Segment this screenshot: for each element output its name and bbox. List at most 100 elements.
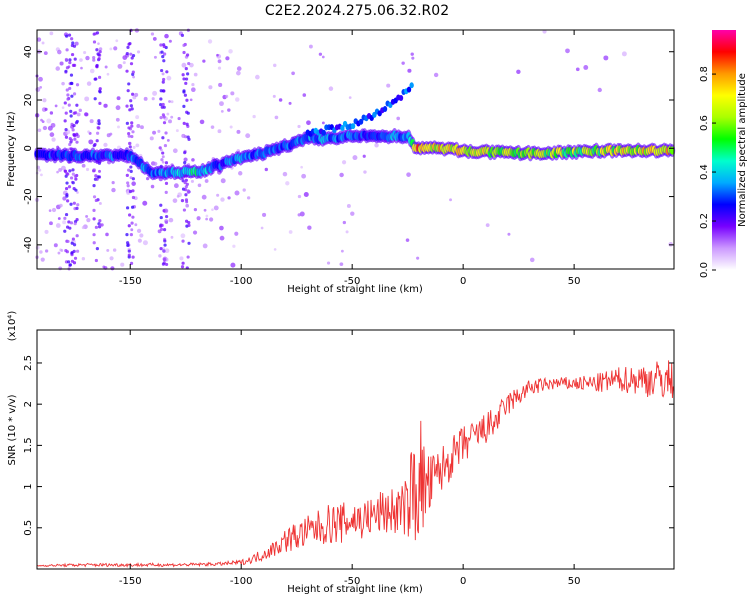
streak-mark (164, 131, 168, 135)
streak-mark (66, 172, 70, 176)
streak-mark (164, 161, 169, 165)
streak-mark (69, 138, 74, 142)
speckle-mark (152, 37, 157, 41)
streak-mark (130, 205, 135, 209)
speckle-mark (529, 257, 535, 263)
speckle-mark (47, 125, 53, 131)
speckle-mark (232, 244, 236, 248)
streak-mark (67, 33, 72, 37)
speckle-mark (62, 220, 67, 225)
speckle-mark (177, 116, 181, 121)
streak-mark (95, 177, 99, 181)
speckle-mark (300, 165, 303, 169)
speckle-mark (219, 225, 224, 231)
colorbar-tick-label: 0.4 (699, 164, 710, 180)
speckle-mark (191, 82, 195, 87)
speckle-mark (40, 118, 43, 122)
y-tick-label: 0 (23, 145, 34, 151)
speckle-mark (401, 61, 405, 65)
streak-mark (182, 50, 186, 55)
streak-mark (68, 226, 72, 230)
spectrogram-ylabel: Frequency (Hz) (6, 111, 17, 187)
speckle-mark (61, 81, 65, 86)
speckle-mark (264, 167, 268, 172)
streak-mark (70, 259, 75, 263)
streak-mark (72, 132, 76, 137)
streak-mark (67, 185, 72, 189)
speckle-mark (374, 143, 379, 148)
streak-mark (185, 98, 189, 102)
streak-mark (127, 168, 131, 172)
speckle-mark (44, 249, 49, 253)
speckle-mark (288, 230, 293, 234)
speckle-mark (58, 168, 63, 172)
speckle-mark (245, 133, 251, 139)
speckle-mark (162, 52, 167, 56)
speckle-mark (202, 59, 206, 63)
streak-mark (186, 135, 190, 139)
speckle-mark (85, 167, 90, 172)
streak-mark (185, 53, 190, 57)
streak-mark (128, 189, 133, 194)
streak-mark (159, 89, 163, 93)
speckle-mark (117, 125, 120, 129)
speckle-mark (153, 161, 158, 166)
speckle-mark (176, 195, 180, 198)
streak-mark (98, 87, 102, 91)
speckle-mark (220, 109, 224, 113)
streak-mark (66, 97, 70, 101)
x-tick-label: 0 (460, 576, 466, 587)
branch-mark (321, 129, 326, 136)
streak-mark (162, 44, 166, 49)
speckle-mark (44, 229, 49, 234)
speckle-mark (115, 39, 119, 43)
streak-mark (131, 54, 136, 58)
speckle-mark (89, 119, 94, 124)
streak-mark (68, 169, 72, 173)
streak-mark (185, 122, 189, 126)
streak-mark (184, 193, 188, 197)
speckle-mark (306, 120, 311, 126)
streak-mark (159, 215, 163, 220)
colorbar-tick-label: 0.0 (699, 262, 710, 278)
speckle-mark (48, 209, 52, 212)
speckle-mark (219, 101, 224, 107)
streak-mark (129, 52, 133, 56)
x-tick-label: 50 (568, 576, 581, 587)
speckle-mark (172, 198, 178, 203)
speckle-mark (230, 91, 235, 96)
streak-mark (184, 178, 188, 182)
streak-mark (65, 88, 69, 92)
speckle-mark (83, 112, 89, 117)
streak-mark (98, 219, 102, 223)
speckle-mark (213, 205, 219, 211)
snr-series-line (36, 360, 675, 568)
speckle-mark (39, 86, 43, 89)
speckle-mark (396, 116, 401, 121)
branch-mark (382, 106, 388, 113)
streak-mark (92, 58, 96, 62)
streak-mark (64, 135, 69, 139)
streak-mark (163, 239, 167, 243)
speckle-mark (225, 56, 230, 61)
speckle-mark (411, 56, 415, 60)
speckle-mark (583, 65, 589, 70)
y-tick-label: 0.5 (23, 520, 34, 536)
streak-mark (98, 50, 102, 54)
streak-mark (64, 212, 69, 217)
streak-mark (126, 241, 130, 245)
streak-mark (184, 135, 188, 139)
speckle-mark (180, 233, 186, 239)
speckle-mark (318, 52, 323, 56)
streak-mark (160, 50, 164, 54)
y-tick-label: 40 (23, 45, 34, 58)
streak-mark (76, 203, 80, 207)
y-tick-label: 20 (23, 94, 34, 107)
colorbar-label: Normalized spectral amplitude (737, 73, 748, 227)
streak-mark (97, 122, 101, 126)
speckle-mark (181, 62, 187, 68)
speckle-mark (83, 50, 87, 55)
streak-mark (97, 126, 101, 130)
streak-mark (75, 218, 79, 222)
streak-mark (183, 161, 187, 165)
